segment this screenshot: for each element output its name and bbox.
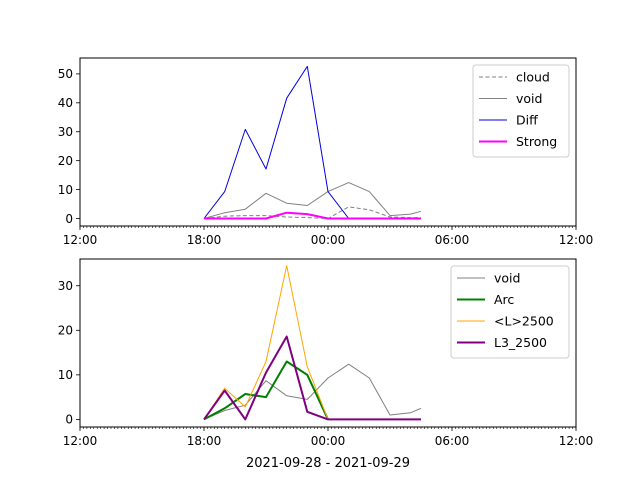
x-tick-label: 12:00 — [559, 233, 594, 247]
y-tick-label: 30 — [58, 279, 73, 293]
series-line-l2500 — [203, 265, 329, 420]
bottom-chart: 12:00 18:00 00:00 06:00 12:00 0 10 20 30 void Arc… — [58, 258, 594, 448]
top-chart: 12:00 18:00 00:00 06:00 12:00 0 10 20 30 40 50 clo… — [58, 57, 594, 247]
legend-label: Arc — [494, 292, 514, 307]
x-tick-label: 00:00 — [311, 434, 346, 448]
x-tick-label: 06:00 — [435, 434, 470, 448]
legend-label: void — [516, 91, 542, 106]
y-tick-label: 0 — [65, 413, 73, 427]
top-legend: cloud void Diff Strong — [472, 64, 570, 158]
legend-label: cloud — [516, 70, 550, 85]
series-line-l32500 — [203, 335, 421, 421]
bottom-legend: void Arc <L>2500 L3_2500 — [450, 265, 570, 359]
x-tick-label: 12:00 — [63, 434, 98, 448]
bottom-series-lines — [203, 265, 422, 421]
series-line-void — [203, 182, 422, 219]
x-tick-label: 18:00 — [187, 434, 222, 448]
series-line-diff — [203, 65, 350, 219]
y-tick-label: 30 — [58, 125, 73, 139]
legend-label: void — [494, 271, 520, 286]
bottom-plot-frame — [79, 258, 577, 428]
y-tick-label: 20 — [58, 154, 73, 168]
y-tick-label: 10 — [58, 183, 73, 197]
series-line-cloud — [203, 206, 421, 219]
series-line-strong — [204, 211, 421, 220]
x-tick-label: 12:00 — [559, 434, 594, 448]
legend-box — [450, 265, 570, 359]
legend-label: Diff — [516, 113, 538, 128]
x-tick-label: 06:00 — [435, 233, 470, 247]
series-line-void — [203, 363, 422, 420]
legend-label: <L>2500 — [494, 314, 554, 329]
series-line-arc — [203, 360, 329, 421]
y-tick-label: 20 — [58, 324, 73, 338]
top-axis-ticks: 12:00 18:00 00:00 06:00 12:00 0 10 20 30 40 50 — [58, 67, 594, 247]
y-tick-label: 50 — [58, 67, 73, 81]
y-tick-label: 0 — [65, 212, 73, 226]
x-tick-label: 00:00 — [311, 233, 346, 247]
legend-label: L3_2500 — [494, 335, 547, 350]
top-plot-frame — [79, 57, 577, 227]
top-series-lines — [203, 65, 422, 220]
y-tick-label: 10 — [58, 368, 73, 382]
x-tick-label: 18:00 — [187, 233, 222, 247]
y-tick-label: 40 — [58, 96, 73, 110]
legend-label: Strong — [516, 134, 557, 149]
x-axis-label: 2021-09-28 - 2021-09-29 — [246, 456, 410, 471]
x-tick-label: 12:00 — [63, 233, 98, 247]
legend-box — [472, 64, 570, 158]
